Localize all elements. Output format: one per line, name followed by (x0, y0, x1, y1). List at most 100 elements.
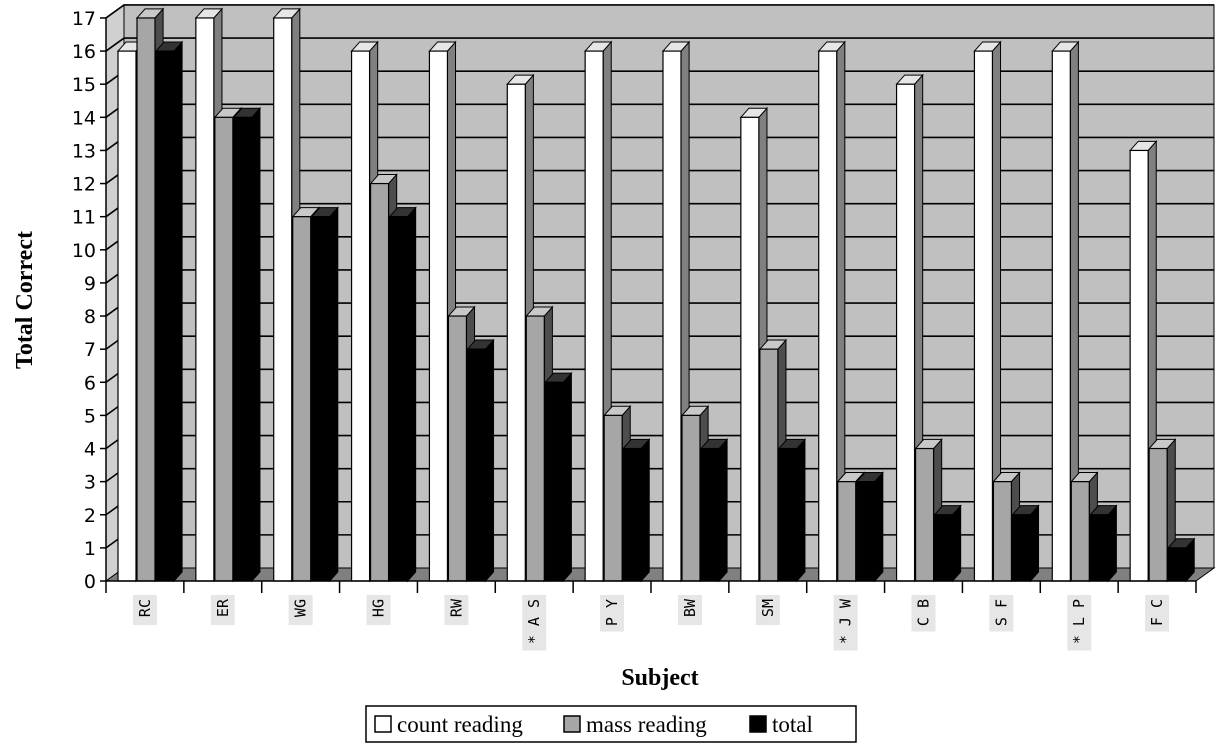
bars (116, 7, 1196, 583)
bar-front (544, 381, 564, 582)
bar-side (640, 438, 650, 583)
y-tick-label: 5 (84, 405, 96, 427)
plot-floor (104, 567, 1216, 582)
bar (699, 438, 729, 583)
bar-front (818, 50, 838, 582)
y-tick-label: 9 (84, 273, 96, 295)
bar-front (895, 83, 916, 582)
y-tick-label: 1 (84, 538, 96, 560)
y-tick-label: 17 (72, 8, 96, 30)
y-tick-label: 13 (72, 140, 96, 162)
bar-front (233, 116, 253, 582)
y-tick-label: 2 (84, 505, 96, 527)
legend-label: mass reading (586, 712, 707, 737)
bar-front (506, 83, 526, 582)
bar-front (933, 514, 954, 582)
bar-front (1011, 514, 1032, 582)
bar-front (388, 216, 409, 582)
bar-front (117, 50, 137, 582)
legend: count reading mass reading total (365, 705, 857, 743)
bar-side (1107, 504, 1117, 583)
x-tick-label-bg (677, 595, 702, 625)
x-tick-label-bg (1145, 595, 1170, 632)
bar (1167, 537, 1196, 583)
bar-front (214, 116, 234, 582)
x-tick-label-bg (600, 595, 625, 632)
legend-box (365, 705, 857, 743)
bar (154, 40, 184, 583)
x-tick-label: P Y (603, 599, 621, 626)
x-tick-label-group: F C (1145, 595, 1170, 632)
bar-front (992, 481, 1013, 582)
x-tick-label-group: SM (755, 595, 780, 625)
bar-front (1070, 481, 1090, 582)
x-tick-label-group: C B (911, 595, 936, 632)
y-tick-label: 4 (84, 439, 96, 461)
bar (661, 40, 691, 583)
x-tick-label: F C (1148, 599, 1166, 626)
x-tick-label-group: BW (677, 595, 702, 625)
bar-front (1167, 547, 1187, 582)
y-tick-label: 6 (84, 372, 96, 394)
x-tick-label-group: * L P (1067, 595, 1092, 651)
x-tick-label-bg (132, 595, 157, 625)
x-tick-label-bg (755, 595, 780, 625)
bar-side (796, 438, 806, 583)
bar-front (525, 315, 545, 582)
y-tick-label: 14 (72, 107, 96, 129)
bar-front (155, 50, 175, 582)
bar-front (759, 348, 779, 582)
x-tick-label: WG (292, 599, 310, 617)
y-tick-label: 8 (84, 306, 96, 328)
y-axis-title: Total Correct (12, 231, 38, 369)
bar-front (292, 216, 312, 582)
gridline (105, 37, 1214, 52)
y-tick-label: 11 (72, 207, 96, 229)
x-tick-label-group: * A S (522, 595, 547, 651)
x-tick-label-bg (911, 595, 936, 632)
bar-side (718, 438, 728, 583)
gridline (105, 4, 1214, 19)
y-tick-label: 15 (72, 74, 96, 96)
bar-front (778, 447, 798, 582)
x-tick-label-group: ER (210, 595, 235, 625)
y-tick-label: 7 (84, 339, 96, 361)
bar-front (369, 182, 390, 582)
x-tick-label-group: S F (989, 595, 1014, 632)
x-tick-label: RW (447, 598, 465, 617)
bar-side (1029, 504, 1040, 583)
y-tick-label: 3 (84, 472, 96, 494)
bar-front (622, 447, 642, 582)
bar-side (562, 371, 572, 583)
bar (622, 438, 651, 583)
bar-side (874, 471, 884, 583)
bar-front (311, 216, 331, 582)
x-tick-label-group: WG (288, 595, 313, 625)
x-tick-label-group: RW (444, 595, 469, 625)
legend-swatch (374, 715, 392, 733)
bar-front (973, 50, 994, 582)
x-tick-label-bg (989, 595, 1014, 632)
bar (1129, 140, 1158, 583)
bar (388, 206, 417, 583)
x-tick-label-bg (444, 595, 469, 625)
y-tick-label: 10 (72, 240, 96, 262)
bar-side (251, 106, 261, 583)
bar (1051, 40, 1080, 583)
bar-side (952, 504, 962, 583)
bar-front (466, 348, 487, 582)
legend-swatch (563, 715, 581, 733)
legend-label: count reading (397, 712, 523, 737)
x-axis-title: Subject (621, 665, 698, 691)
x-tick-label: * L P (1070, 599, 1088, 644)
x-tick-label: * J W (837, 598, 855, 644)
x-tick-label-bg (366, 595, 391, 625)
bar-front (136, 17, 156, 582)
x-tick-label: RC (136, 599, 154, 617)
bar-front (273, 17, 293, 582)
x-tick-label: S F (992, 599, 1010, 626)
y-tick-label: 0 (84, 571, 96, 593)
y-tick-label: 16 (72, 41, 96, 63)
bar-front (1148, 447, 1168, 582)
